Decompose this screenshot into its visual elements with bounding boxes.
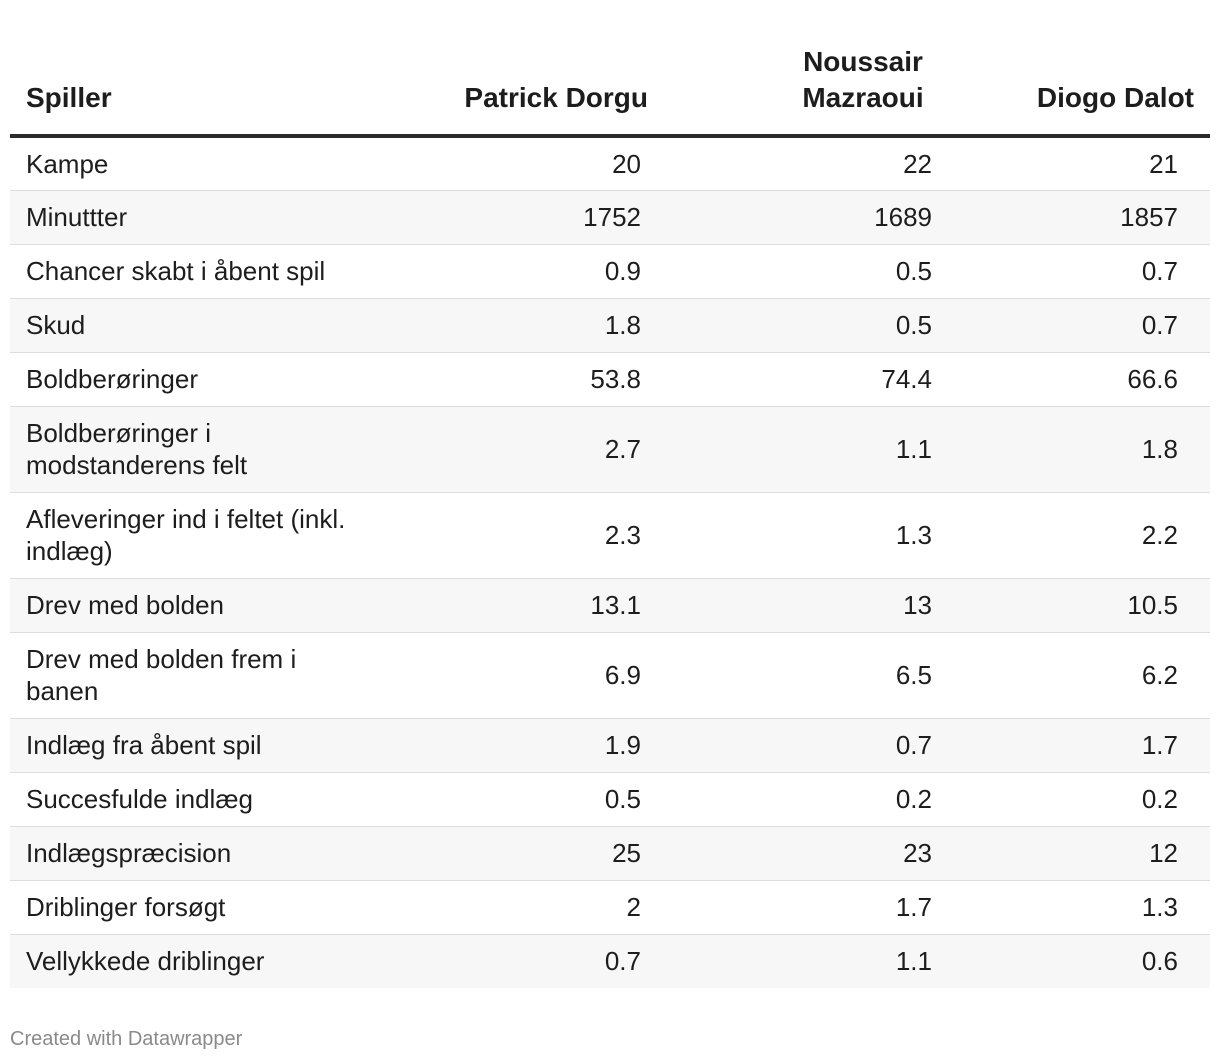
table-row: Vellykkede driblinger 0.7 1.1 0.6: [10, 934, 1210, 988]
cell-value: 1.1: [650, 934, 940, 988]
cell-value: 0.5: [410, 772, 650, 827]
column-header-patrick-dorgu: Patrick Dorgu: [410, 0, 650, 138]
cell-value: 0.5: [650, 244, 940, 299]
table-row: Boldberøringer 53.8 74.4 66.6: [10, 352, 1210, 407]
table-row: Minuttter 1752 1689 1857: [10, 190, 1210, 245]
table-row: Indlæg fra åbent spil 1.9 0.7 1.7: [10, 718, 1210, 773]
row-label: Drev med bolden: [10, 578, 410, 633]
table-row: Kampe 20 22 21: [10, 136, 1210, 191]
table-header: Spiller Patrick Dorgu Noussair Mazraoui …: [10, 0, 1210, 138]
cell-value: 0.5: [650, 298, 940, 353]
cell-value: 12: [940, 826, 1210, 881]
cell-value: 53.8: [410, 352, 650, 407]
cell-value: 2.2: [940, 492, 1210, 579]
row-label: Indlæg fra åbent spil: [10, 718, 410, 773]
row-label: Boldberøringer i modstanderens felt: [10, 406, 410, 493]
row-label: Succesfulde indlæg: [10, 772, 410, 827]
row-label: Skud: [10, 298, 410, 353]
column-header-noussair-mazraoui-text: Noussair Mazraoui: [802, 46, 924, 113]
cell-value: 6.5: [650, 632, 940, 719]
row-label: Driblinger forsøgt: [10, 880, 410, 935]
cell-value: 23: [650, 826, 940, 881]
cell-value: 74.4: [650, 352, 940, 407]
row-label: Indlægspræcision: [10, 826, 410, 881]
cell-value: 1857: [940, 190, 1210, 245]
cell-value: 0.7: [410, 934, 650, 988]
cell-value: 0.9: [410, 244, 650, 299]
cell-value: 1.8: [940, 406, 1210, 493]
row-label: Chancer skabt i åbent spil: [10, 244, 410, 299]
header-row: Spiller Patrick Dorgu Noussair Mazraoui …: [10, 0, 1210, 138]
cell-value: 1.1: [650, 406, 940, 493]
cell-value: 2.7: [410, 406, 650, 493]
row-label: Vellykkede driblinger: [10, 934, 410, 988]
row-label: Drev med bolden frem i banen: [10, 632, 410, 719]
cell-value: 0.6: [940, 934, 1210, 988]
cell-value: 1752: [410, 190, 650, 245]
table-row: Skud 1.8 0.5 0.7: [10, 298, 1210, 353]
cell-value: 13.1: [410, 578, 650, 633]
table-row: Indlægspræcision 25 23 12: [10, 826, 1210, 881]
cell-value: 13: [650, 578, 940, 633]
column-header-diogo-dalot: Diogo Dalot: [940, 0, 1210, 138]
table-body: Kampe 20 22 21 Minuttter 1752 1689 1857 Chancer …: [10, 136, 1210, 988]
cell-value: 25: [410, 826, 650, 881]
table-row: Afleveringer ind i feltet (inkl. indlæg)…: [10, 492, 1210, 579]
row-label: Boldberøringer: [10, 352, 410, 407]
column-header-spiller: Spiller: [10, 0, 410, 138]
table-row: Boldberøringer i modstanderens felt 2.7 1.…: [10, 406, 1210, 493]
cell-value: 1.3: [940, 880, 1210, 935]
cell-value: 22: [650, 136, 940, 191]
row-label: Minuttter: [10, 190, 410, 245]
cell-value: 2.3: [410, 492, 650, 579]
stats-table: Spiller Patrick Dorgu Noussair Mazraoui …: [10, 0, 1210, 988]
cell-value: 6.2: [940, 632, 1210, 719]
cell-value: 1689: [650, 190, 940, 245]
table-row: Succesfulde indlæg 0.5 0.2 0.2: [10, 772, 1210, 827]
cell-value: 1.7: [650, 880, 940, 935]
cell-value: 0.7: [650, 718, 940, 773]
data-table-container: Spiller Patrick Dorgu Noussair Mazraoui …: [10, 0, 1210, 988]
cell-value: 20: [410, 136, 650, 191]
cell-value: 0.7: [940, 244, 1210, 299]
datawrapper-credit: Created with Datawrapper: [10, 1028, 243, 1050]
table-row: Driblinger forsøgt 2 1.7 1.3: [10, 880, 1210, 935]
cell-value: 6.9: [410, 632, 650, 719]
cell-value: 2: [410, 880, 650, 935]
table-row: Chancer skabt i åbent spil 0.9 0.5 0.7: [10, 244, 1210, 299]
cell-value: 0.2: [940, 772, 1210, 827]
cell-value: 21: [940, 136, 1210, 191]
column-header-noussair-mazraoui: Noussair Mazraoui: [650, 0, 940, 138]
cell-value: 66.6: [940, 352, 1210, 407]
row-label: Kampe: [10, 136, 410, 191]
table-row: Drev med bolden frem i banen 6.9 6.5 6.2: [10, 632, 1210, 719]
cell-value: 0.7: [940, 298, 1210, 353]
cell-value: 10.5: [940, 578, 1210, 633]
cell-value: 1.9: [410, 718, 650, 773]
cell-value: 1.3: [650, 492, 940, 579]
cell-value: 0.2: [650, 772, 940, 827]
cell-value: 1.7: [940, 718, 1210, 773]
cell-value: 1.8: [410, 298, 650, 353]
row-label: Afleveringer ind i feltet (inkl. indlæg): [10, 492, 410, 579]
table-row: Drev med bolden 13.1 13 10.5: [10, 578, 1210, 633]
